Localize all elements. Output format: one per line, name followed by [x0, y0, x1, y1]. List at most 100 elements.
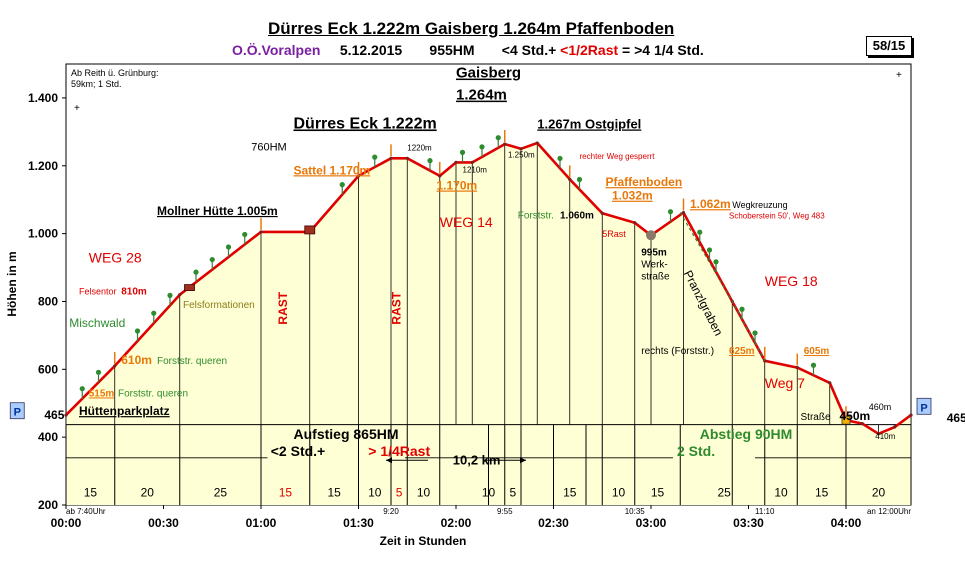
waypoint-dot [470, 160, 474, 164]
annotation-label: 1220m [407, 144, 432, 153]
annotation-label: WEG 14 [440, 214, 493, 230]
annotation-label: 1.170m [437, 179, 478, 193]
waypoint-dot [860, 421, 864, 426]
annotation-label: Dürres Eck 1.222m [294, 115, 437, 132]
annotation-label: straße [641, 271, 670, 282]
rock-icon [184, 284, 195, 291]
start-altitude-label: 465 [44, 408, 64, 422]
x-tick-label: 02:00 [441, 516, 472, 530]
annotation-label: Hüttenparkplatz [79, 404, 170, 418]
tree-icon [557, 155, 563, 162]
annotation-label: Felsentor [79, 287, 117, 297]
annotation-label: Forststr. [518, 210, 554, 221]
segment-duration-label: 10 [774, 486, 788, 500]
parking-badge-box [9, 402, 25, 420]
parking-badge-label: P [920, 402, 927, 414]
annotation-label: Abstieg 90HM [700, 426, 793, 442]
parking-icon [841, 415, 851, 425]
x-tick-label: 03:30 [733, 516, 764, 530]
annotation-label: Straße [801, 412, 831, 423]
annotation-label: Forststr. queren [157, 356, 227, 367]
tree-icon [242, 231, 248, 238]
waypoint-dot [535, 141, 539, 145]
time-label: 9:55 [497, 507, 513, 516]
y-tick-label: 800 [38, 294, 58, 308]
distance-arrow-head [386, 457, 392, 464]
segment-duration-label: 15 [84, 486, 98, 500]
y-tick-label: 600 [38, 362, 58, 376]
tree-icon [134, 328, 141, 334]
segment-duration-label: 15 [563, 486, 577, 500]
waypoint-dot [405, 156, 409, 160]
segment-duration-label: 25 [214, 486, 228, 500]
waypoint-dot [568, 177, 572, 181]
segment-duration-label: 10 [612, 486, 626, 500]
annotation-label: 810m [121, 287, 147, 298]
annotation-label: 460m [869, 402, 892, 412]
annotation-label: 1.250m [508, 150, 535, 159]
tree-icon [713, 259, 719, 265]
page-title: Dürres Eck 1.222m Gaisberg 1.264m Pfaffe… [268, 19, 675, 38]
waypoint-dot [519, 147, 523, 151]
x-tick-label: 03:00 [636, 516, 667, 530]
x-tick-label: 01:30 [343, 516, 374, 530]
annotation-label: 2 Std. [677, 443, 715, 459]
annotation-label: 1.032m [612, 189, 653, 203]
hm-label: 955HM [429, 42, 475, 58]
annotation-label: 410m [875, 432, 895, 441]
y-tick-label: 1.400 [28, 91, 58, 105]
x-tick-label: 01:00 [246, 516, 277, 530]
waypoint-dot [876, 432, 881, 436]
segment-duration-label: 5 [396, 486, 403, 500]
waypoint-dot [438, 174, 442, 178]
y-tick-label: 400 [38, 430, 58, 444]
rest-label: <1/2Rast [560, 42, 619, 58]
y-tick-label: 200 [38, 498, 58, 512]
time-label: ab 7:40Uhr [66, 507, 106, 516]
annotation-label: Schoberstein 50', Weg 483 [729, 211, 825, 220]
waypoint-dot [356, 174, 361, 178]
waypoint-dot [828, 381, 832, 385]
annotation-label: Sattel 1.170m [294, 163, 371, 177]
segment-duration-label: 15 [279, 486, 293, 500]
annotation-label: > 1/4Rast [368, 443, 430, 459]
annotation-label: 760HM [251, 142, 286, 154]
annotation-label: 1.062m [690, 197, 731, 211]
annotation-label: 605m [804, 346, 830, 357]
annotation-label: 625m [729, 346, 755, 357]
annotation-label: Aufstieg 865HM [294, 426, 399, 442]
y-tick-label: 1.200 [28, 159, 58, 173]
y-axis-label: Höhen in m [5, 251, 19, 316]
segment-duration-label: 15 [815, 486, 829, 500]
annotation-label: 1.264m [456, 87, 507, 104]
waypoint-dot [681, 210, 686, 215]
segment-duration-label: 15 [651, 486, 665, 500]
waypoint-dot [178, 293, 182, 297]
tree-icon [372, 154, 378, 160]
page-number-badge: 58/15 [866, 36, 912, 56]
waypoint-dot [633, 221, 637, 225]
segment-duration-label: 20 [141, 486, 155, 500]
annotation-label: WEG 28 [89, 249, 142, 265]
tree-icon [706, 247, 713, 253]
annotation-label: 515m [89, 388, 115, 399]
tree-icon [225, 244, 232, 250]
hut-icon [304, 225, 316, 235]
waypoint-dot [64, 413, 68, 417]
subtitle: O.Ö.Voralpen 5.12.2015 955HM <4 Std.+ <1… [232, 42, 704, 58]
tree-icon [459, 149, 466, 155]
annotation-label: RAST [276, 291, 290, 324]
annotation-label: 1.060m [560, 210, 594, 221]
tree-icon [427, 158, 433, 164]
annotation-label: Werk- [641, 260, 667, 271]
time-label: 9:20 [383, 507, 399, 516]
tree-icon [209, 256, 215, 263]
x-axis-label: Zeit in Stunden [380, 534, 467, 548]
distance-arrow-head [520, 457, 526, 464]
tree-icon [193, 269, 199, 275]
parking-badge-box [916, 397, 932, 415]
date-label: 5.12.2015 [339, 42, 403, 58]
waypoint-dot [259, 230, 263, 234]
x-tick-label: 04:00 [831, 516, 862, 530]
